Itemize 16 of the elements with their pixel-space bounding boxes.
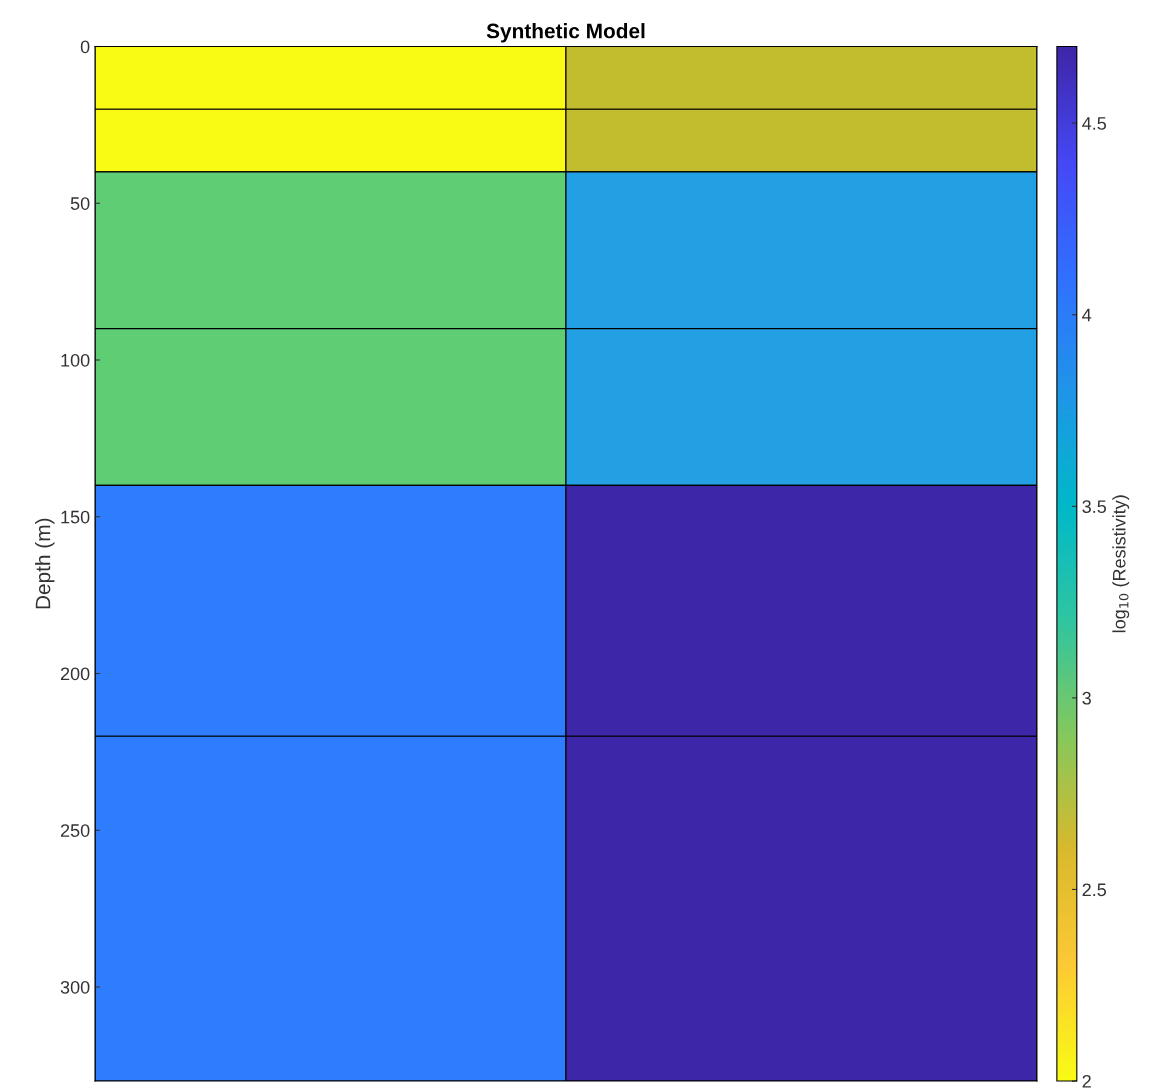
y-tick-label: 150 <box>61 510 90 524</box>
y-tick-label: 100 <box>61 353 90 367</box>
color-bar-label: 3.5 <box>1082 500 1107 514</box>
chart-title: Synthetic Model <box>486 23 645 43</box>
y-tick-label: 50 <box>70 197 90 210</box>
y-tick-label: 0 <box>80 40 90 54</box>
y-tick-label: 300 <box>60 980 90 994</box>
color-bar-label: 4.5 <box>1082 117 1107 130</box>
y-axis-title: Depth (m) <box>35 518 55 609</box>
color-bar-title: log$_{10}$ (Resistivity) <box>1112 495 1130 633</box>
y-tick-label: 250 <box>60 824 90 837</box>
color-bar-label: 2 <box>1082 1074 1091 1088</box>
color-bar-label: 3 <box>1082 691 1091 705</box>
y-tick-label: 200 <box>60 667 90 681</box>
color-bar-label: 4 <box>1082 308 1092 322</box>
color-bar-label: 2.5 <box>1082 883 1107 897</box>
